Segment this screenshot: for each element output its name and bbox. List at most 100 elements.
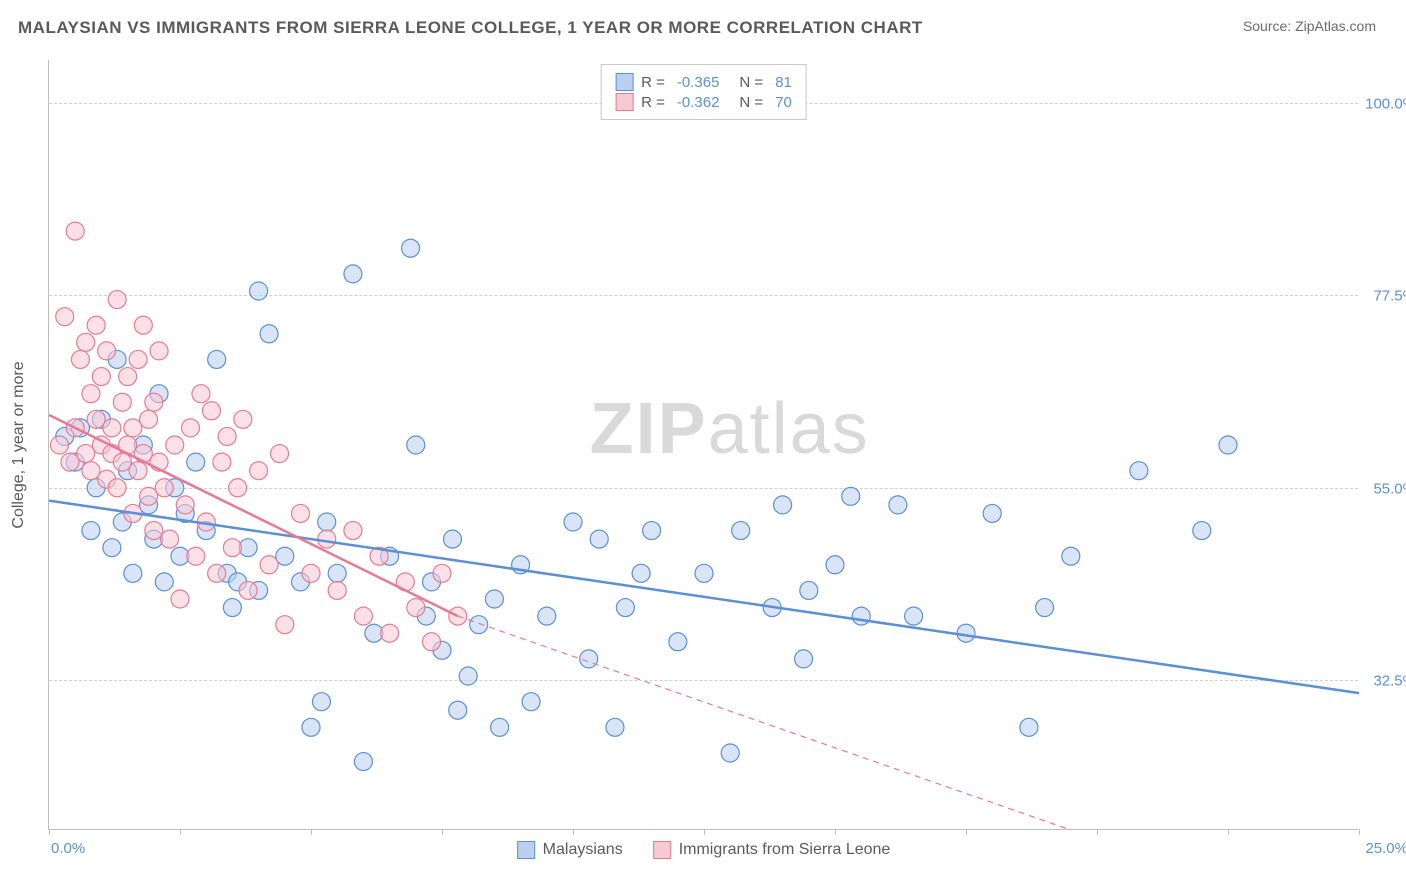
data-point [192, 385, 210, 403]
y-tick-label: 32.5% [1373, 673, 1406, 690]
data-point [223, 539, 241, 557]
data-point [470, 616, 488, 634]
y-tick-label: 55.0% [1373, 480, 1406, 497]
data-point [92, 368, 110, 386]
data-point [213, 453, 231, 471]
x-tick [1097, 829, 1098, 835]
data-point [643, 522, 661, 540]
data-point [113, 393, 131, 411]
data-point [423, 633, 441, 651]
data-point [695, 564, 713, 582]
data-point [318, 530, 336, 548]
x-tick [1359, 829, 1360, 835]
data-point [82, 462, 100, 480]
data-point [1036, 599, 1054, 617]
data-point [276, 547, 294, 565]
x-tick [442, 829, 443, 835]
data-point [140, 410, 158, 428]
regression-line-extrapolated [458, 616, 1071, 830]
data-point [774, 496, 792, 514]
series-legend: Malaysians Immigrants from Sierra Leone [517, 841, 891, 859]
data-point [800, 581, 818, 599]
data-point [145, 393, 163, 411]
data-point [616, 599, 634, 617]
legend-series-label: Immigrants from Sierra Leone [679, 841, 891, 859]
data-point [795, 650, 813, 668]
data-point [61, 453, 79, 471]
data-point [166, 436, 184, 454]
data-point [82, 385, 100, 403]
x-tick [704, 829, 705, 835]
data-point [202, 402, 220, 420]
data-point [103, 419, 121, 437]
data-point [354, 607, 372, 625]
data-point [250, 282, 268, 300]
data-point [632, 564, 650, 582]
data-point [77, 333, 95, 351]
data-point [302, 564, 320, 582]
data-point [852, 607, 870, 625]
data-point [71, 350, 89, 368]
data-point [312, 693, 330, 711]
data-point [134, 445, 152, 463]
data-point [433, 564, 451, 582]
data-point [344, 522, 362, 540]
chart-title: MALAYSIAN VS IMMIGRANTS FROM SIERRA LEON… [18, 18, 923, 38]
data-point [140, 487, 158, 505]
data-point [150, 342, 168, 360]
data-point [1130, 462, 1148, 480]
data-point [292, 504, 310, 522]
n-label: N = [739, 94, 763, 111]
data-point [124, 564, 142, 582]
data-point [145, 522, 163, 540]
data-point [161, 530, 179, 548]
chart-plot-area: College, 1 year or more ZIPatlas 32.5%55… [48, 60, 1358, 830]
data-point [208, 350, 226, 368]
x-tick [311, 829, 312, 835]
data-point [606, 718, 624, 736]
data-point [1062, 547, 1080, 565]
data-point [721, 744, 739, 762]
x-axis-min-label: 0.0% [51, 840, 85, 857]
legend-series-item: Malaysians [517, 841, 623, 859]
data-point [260, 325, 278, 343]
data-point [276, 616, 294, 634]
data-point [443, 530, 461, 548]
data-point [485, 590, 503, 608]
data-point [187, 547, 205, 565]
data-point [234, 410, 252, 428]
data-point [344, 265, 362, 283]
n-label: N = [739, 74, 763, 91]
legend-swatch [653, 841, 671, 859]
legend-stat-row: R = -0.362 N = 70 [615, 93, 792, 111]
y-tick-label: 100.0% [1365, 95, 1406, 112]
data-point [171, 590, 189, 608]
correlation-legend: R = -0.365 N = 81 R = -0.362 N = 70 [600, 64, 807, 120]
legend-swatch [615, 93, 633, 111]
data-point [239, 581, 257, 599]
data-point [176, 496, 194, 514]
legend-swatch [517, 841, 535, 859]
data-point [155, 573, 173, 591]
data-point [87, 316, 105, 334]
x-tick [180, 829, 181, 835]
data-point [87, 410, 105, 428]
data-point [402, 239, 420, 257]
x-tick [966, 829, 967, 835]
data-point [580, 650, 598, 668]
data-point [732, 522, 750, 540]
data-point [449, 701, 467, 719]
data-point [1219, 436, 1237, 454]
data-point [564, 513, 582, 531]
x-tick [49, 829, 50, 835]
x-tick [1228, 829, 1229, 835]
data-point [187, 453, 205, 471]
data-point [826, 556, 844, 574]
data-point [108, 291, 126, 309]
data-point [842, 487, 860, 505]
y-axis-title: College, 1 year or more [10, 361, 28, 528]
data-point [119, 368, 137, 386]
data-point [250, 462, 268, 480]
data-point [82, 522, 100, 540]
data-point [459, 667, 477, 685]
